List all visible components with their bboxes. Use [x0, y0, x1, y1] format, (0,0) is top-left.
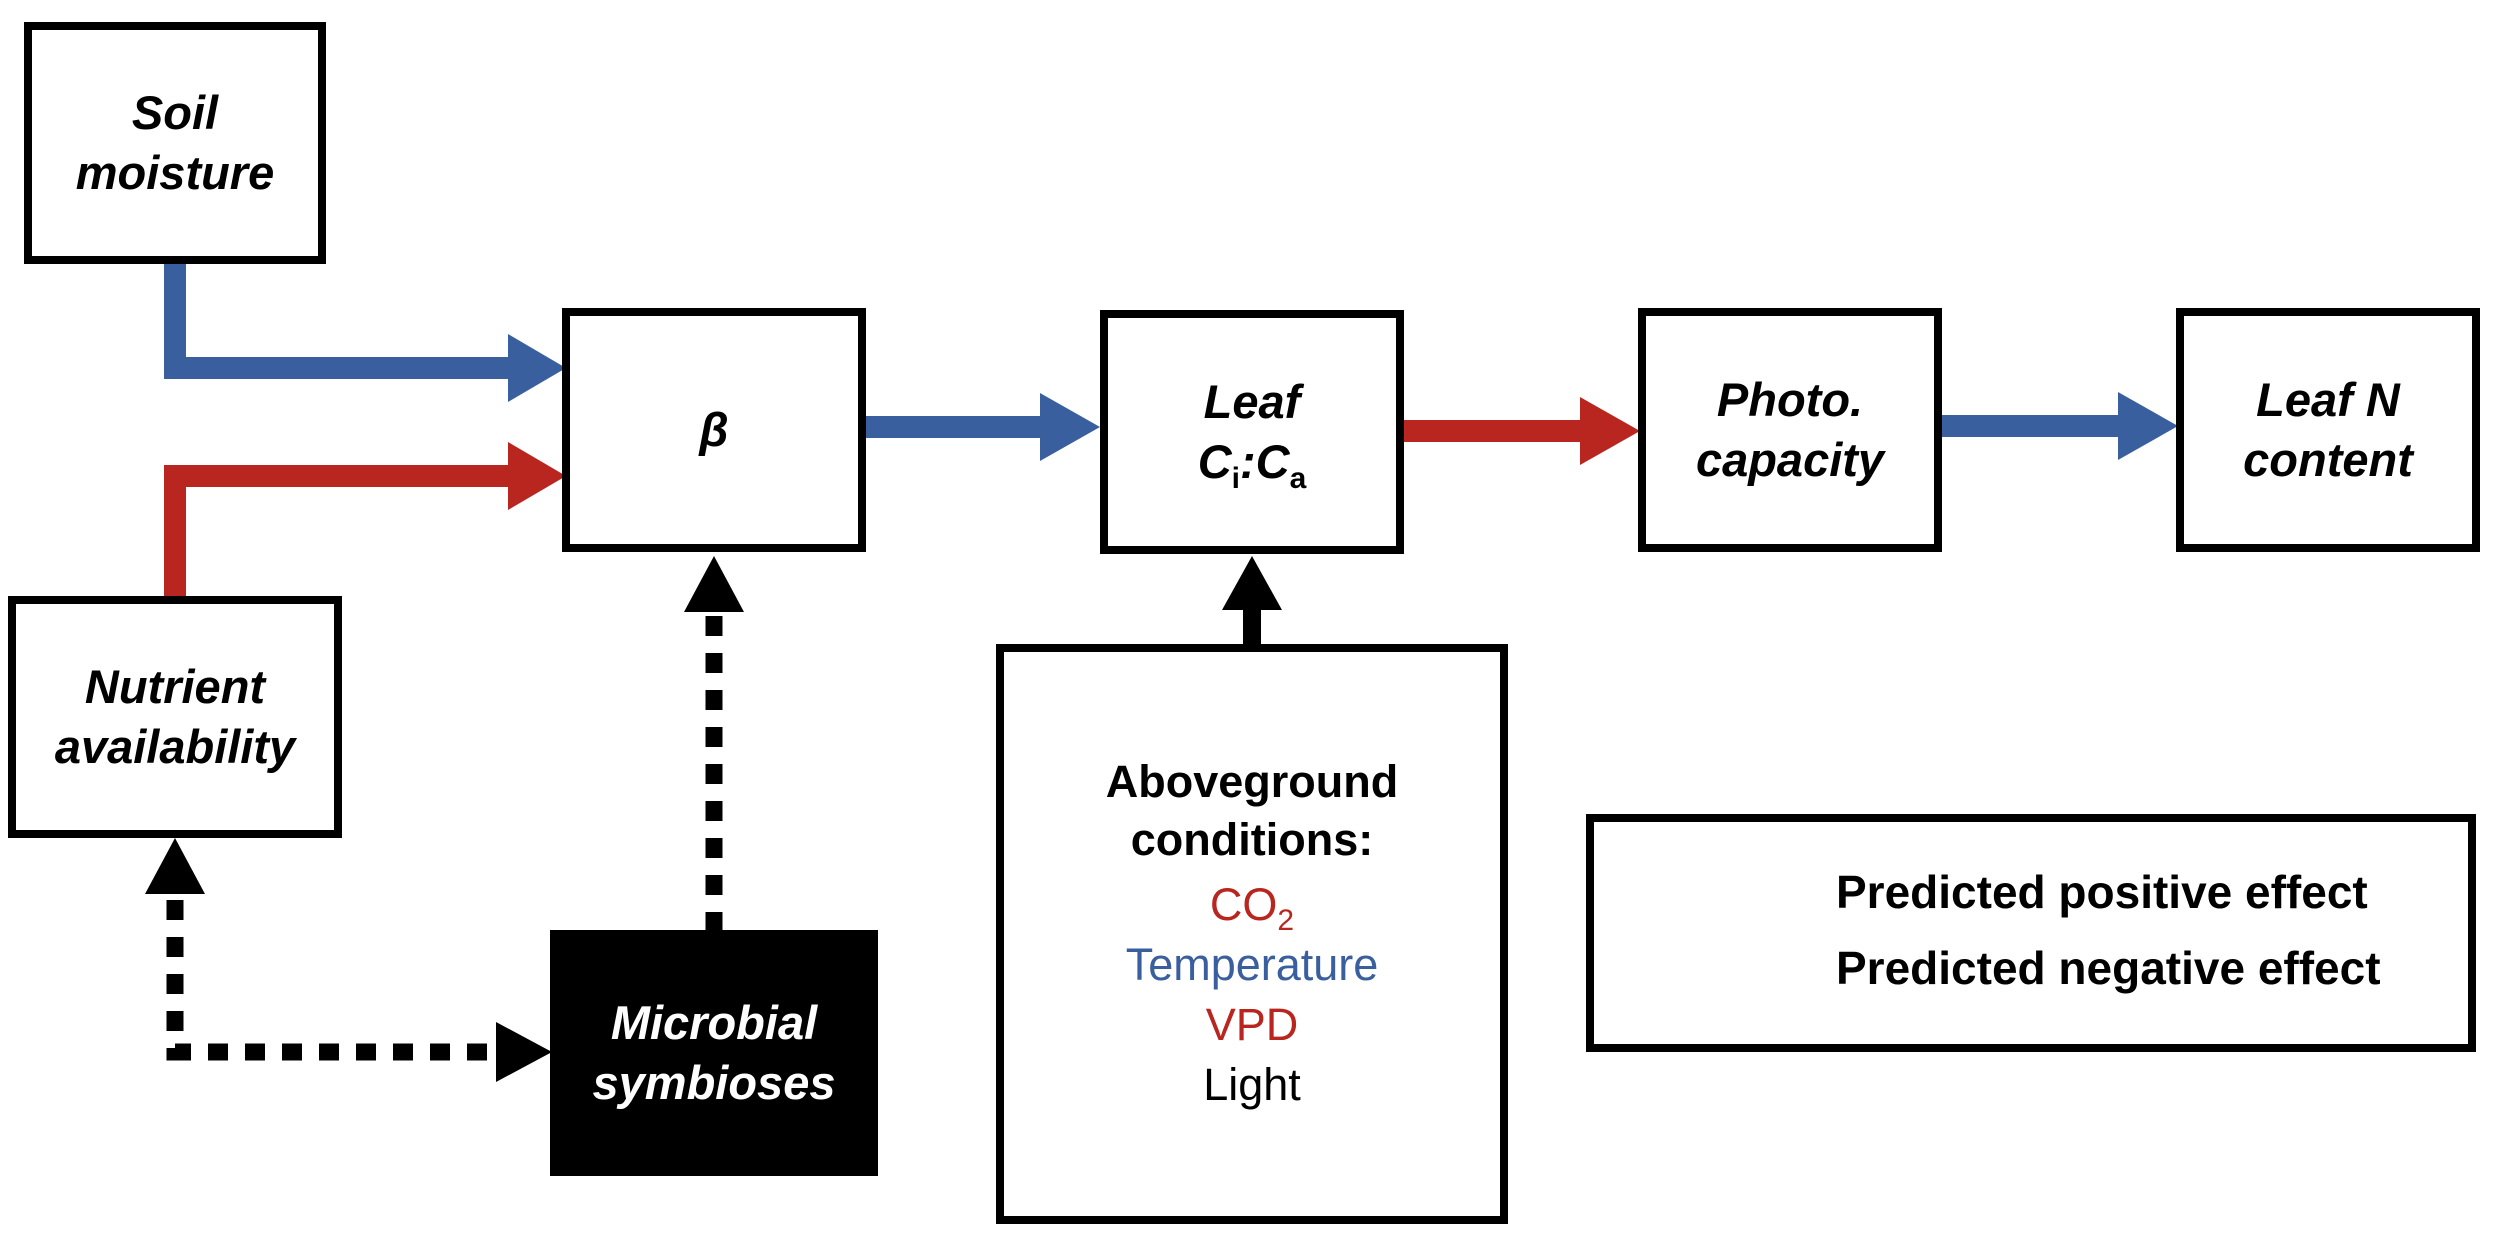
edge-arrowhead — [2118, 392, 2178, 460]
label-line: Photo. — [1716, 373, 1864, 426]
node-label: Microbial symbioses — [593, 993, 836, 1113]
node-beta: β — [562, 308, 866, 552]
edge-arrowhead — [508, 442, 566, 510]
condition-light: Light — [1203, 1059, 1301, 1110]
label-line: β — [699, 403, 729, 456]
label-line: symbioses — [592, 1056, 836, 1109]
condition-vpd: VPD — [1205, 999, 1299, 1050]
edge-arrowhead — [684, 556, 744, 612]
edge-arrowhead — [1222, 556, 1282, 610]
node-microbial-symbioses: Microbial symbioses — [550, 930, 878, 1176]
edge-leaf-ci-ca-to-photo-capacity — [1404, 397, 1640, 465]
legend-label-positive: Predicted positive effect — [1836, 866, 2368, 918]
ci-subscript: i — [1231, 462, 1240, 495]
node-label: Nutrient availability — [55, 657, 295, 777]
edge-arrowhead — [508, 334, 566, 402]
node-aboveground-conditions: Aboveground conditions: CO2 Temperature … — [996, 644, 1508, 1224]
node-label: Soil moisture — [76, 83, 275, 203]
node-nutrient-availability: Nutrient availability — [8, 596, 342, 838]
edge-line — [164, 262, 515, 379]
legend — [1586, 814, 2476, 1052]
label-line: availability — [54, 720, 296, 773]
label-line: capacity — [1695, 433, 1885, 486]
title-line: Aboveground — [1105, 756, 1399, 807]
label-line: Nutrient — [84, 660, 266, 713]
legend-row-negative: Predicted negative effect — [1836, 933, 2381, 1003]
node-photo-capacity: Photo. capacity — [1638, 308, 1942, 552]
edge-soil-to-beta — [164, 262, 566, 402]
edge-line — [164, 465, 515, 598]
edge-microbial-to-beta — [684, 556, 744, 932]
title-line: conditions: — [1130, 814, 1374, 865]
label-line: Soil — [131, 86, 219, 139]
label-line: Leaf N — [2256, 373, 2400, 426]
aboveground-title: Aboveground conditions: — [1106, 753, 1398, 869]
edge-arrowhead — [145, 838, 205, 894]
edge-photo-capacity-to-leaf-n — [1942, 392, 2178, 460]
co2-subscript: 2 — [1277, 904, 1295, 937]
label-line: moisture — [75, 146, 275, 199]
ca-symbol: C — [1255, 435, 1290, 488]
edge-microbial-nutrient-bidirectional — [145, 838, 552, 1082]
node-leaf-ci-ca: Leaf Ci:Ca — [1100, 310, 1404, 554]
ci-symbol: C — [1197, 435, 1232, 488]
condition-co2: CO2 — [1209, 875, 1295, 937]
node-label: Leaf Ci:Ca — [1197, 372, 1307, 495]
node-label: Photo. capacity — [1696, 370, 1884, 490]
label-line: Microbial — [610, 996, 818, 1049]
legend-row-positive: Predicted positive effect — [1836, 857, 2368, 927]
node-label: β — [699, 400, 728, 460]
condition-temperature: Temperature — [1125, 939, 1379, 990]
co2-text: CO — [1209, 879, 1278, 930]
node-label: Leaf N content — [2243, 370, 2413, 490]
edge-arrowhead — [1580, 397, 1640, 465]
edge-beta-to-leaf-ci-ca — [864, 393, 1100, 461]
node-leaf-n-content: Leaf N content — [2176, 308, 2480, 552]
label-line: Ci:Ca — [1197, 432, 1307, 495]
edge-arrowhead — [496, 1022, 552, 1082]
edge-aboveground-to-leaf-ci-ca — [1222, 556, 1282, 646]
legend-label-negative: Predicted negative effect — [1836, 942, 2381, 994]
edge-line — [166, 900, 500, 1061]
node-soil-moisture: Soil moisture — [24, 22, 326, 264]
ratio-separator: : — [1240, 435, 1256, 488]
label-line: content — [2243, 433, 2413, 486]
edge-nutrient-to-beta — [164, 442, 566, 598]
ca-subscript: a — [1289, 462, 1307, 495]
edge-arrowhead — [1040, 393, 1100, 461]
label-line: Leaf — [1203, 375, 1301, 428]
